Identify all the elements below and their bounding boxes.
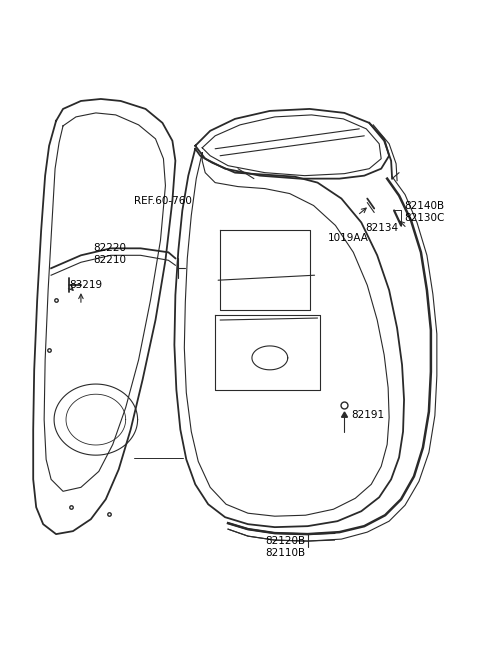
Text: 82134: 82134 — [365, 223, 398, 233]
Text: REF.60-760: REF.60-760 — [133, 196, 192, 206]
Text: 82140B: 82140B — [404, 200, 444, 210]
Text: 82130C: 82130C — [404, 214, 444, 223]
Text: 1019AA: 1019AA — [327, 233, 368, 244]
Text: 83219: 83219 — [69, 280, 102, 290]
Text: 82191: 82191 — [351, 409, 384, 420]
Text: 82210: 82210 — [93, 255, 126, 265]
Text: 82120B: 82120B — [265, 536, 305, 546]
Text: 82220: 82220 — [93, 244, 126, 253]
Text: 82110B: 82110B — [265, 548, 305, 558]
